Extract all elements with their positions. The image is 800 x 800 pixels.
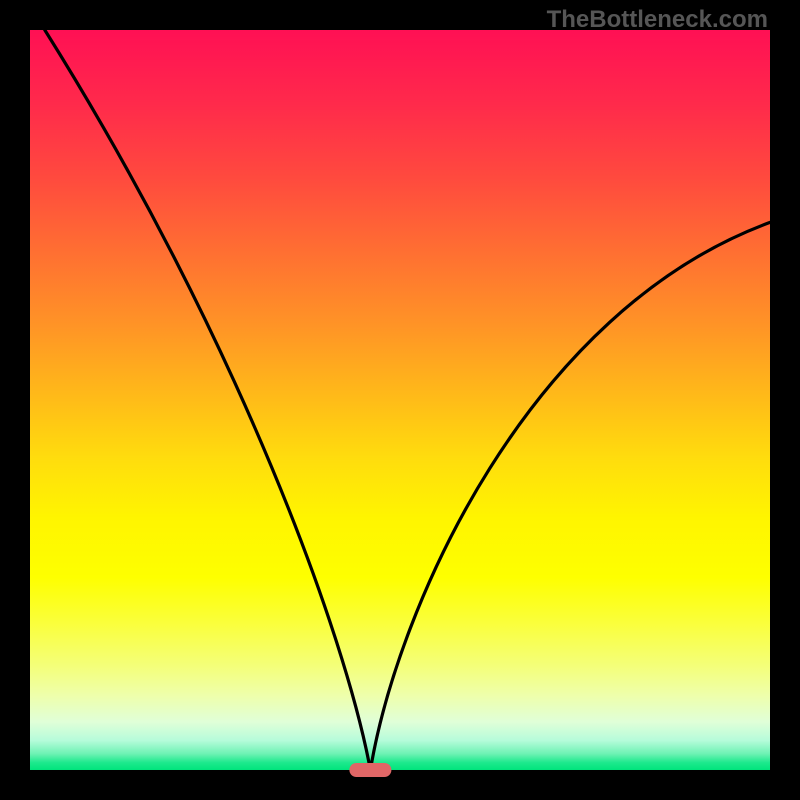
optimal-point-marker xyxy=(349,763,391,777)
chart-stage: TheBottleneck.com xyxy=(0,0,800,800)
watermark-text: TheBottleneck.com xyxy=(547,6,768,34)
bottleneck-chart xyxy=(0,0,800,800)
